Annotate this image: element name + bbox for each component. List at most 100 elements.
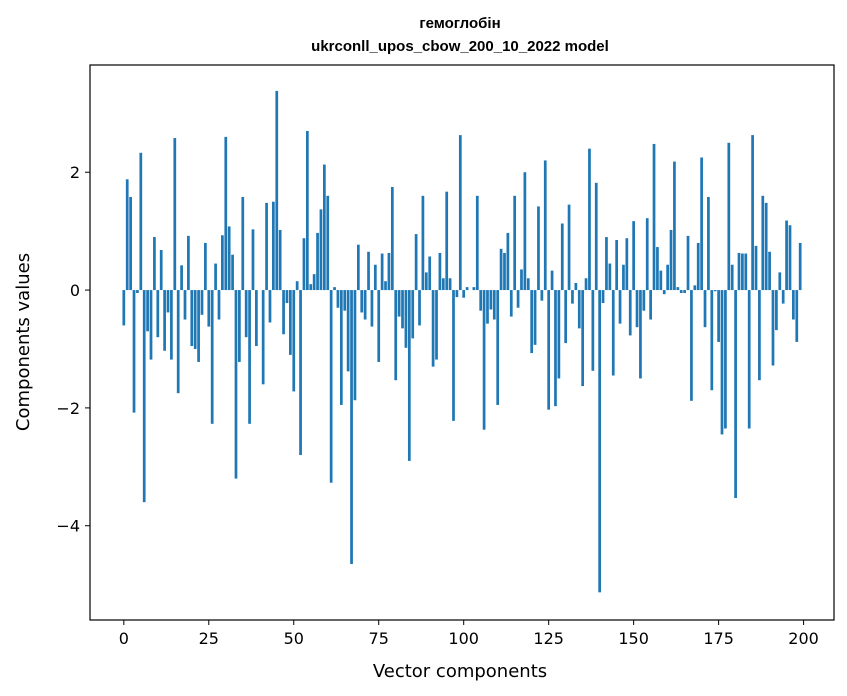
- bar: [693, 285, 697, 291]
- bar: [744, 253, 748, 291]
- bar: [132, 290, 136, 413]
- bar: [792, 290, 795, 320]
- bar: [163, 290, 166, 351]
- bar: [268, 290, 272, 323]
- bar: [707, 196, 710, 291]
- bar: [210, 290, 214, 424]
- bar: [231, 254, 234, 291]
- bar: [363, 290, 367, 320]
- x-tick-label: 100: [448, 629, 479, 648]
- bar: [418, 290, 421, 326]
- bar: [265, 202, 268, 291]
- plot-frame: [89, 64, 835, 621]
- x-axis: 0 25 50 75 100 125 150 175 200: [119, 620, 819, 648]
- bar: [424, 272, 428, 291]
- bar: [475, 195, 479, 291]
- bar: [669, 229, 673, 291]
- bar: [204, 242, 207, 291]
- bar: [241, 196, 245, 291]
- bar: [187, 235, 190, 291]
- bar: [567, 204, 571, 291]
- bar: [390, 186, 394, 291]
- bar: [322, 164, 326, 291]
- bar: [656, 247, 659, 291]
- x-tick-label: 175: [703, 629, 734, 648]
- bar: [533, 290, 537, 345]
- bar: [479, 290, 483, 311]
- bar: [734, 290, 737, 499]
- bar: [496, 290, 500, 405]
- bar: [503, 252, 506, 291]
- bar: [227, 226, 231, 291]
- bar: [255, 290, 258, 347]
- bar: [560, 223, 564, 291]
- x-tick-label: 200: [788, 629, 819, 648]
- bar: [159, 250, 163, 291]
- bar: [645, 218, 649, 291]
- bar: [377, 290, 381, 362]
- chart-subtitle: ukrconll_upos_cbow_200_10_2022 model: [311, 38, 609, 55]
- bar: [448, 278, 452, 291]
- bar: [523, 172, 527, 291]
- bar: [506, 232, 510, 291]
- bar: [346, 290, 350, 372]
- bar: [431, 290, 435, 367]
- bar: [482, 290, 486, 430]
- bar: [537, 206, 540, 291]
- bar: [394, 290, 398, 381]
- bar: [339, 290, 343, 405]
- bar: [336, 290, 340, 308]
- bar: [768, 251, 771, 291]
- bar: [662, 290, 666, 295]
- bar: [520, 269, 523, 291]
- bar: [628, 290, 632, 336]
- bar: [724, 290, 727, 429]
- bar: [771, 290, 775, 366]
- y-axis: −4 −2 0 2: [56, 163, 90, 536]
- bar: [176, 290, 180, 394]
- bar: [401, 290, 404, 329]
- x-tick-label: 0: [119, 629, 129, 648]
- bar: [649, 290, 652, 320]
- bar: [234, 290, 238, 479]
- bar: [142, 290, 146, 503]
- bar: [292, 290, 296, 392]
- bar: [261, 290, 265, 385]
- bar: [588, 148, 591, 291]
- bar: [180, 265, 183, 291]
- x-tick-label: 150: [618, 629, 649, 648]
- bar: [312, 274, 316, 291]
- bar: [795, 290, 799, 342]
- bar: [238, 290, 241, 362]
- bar: [584, 278, 588, 291]
- bar: [407, 290, 411, 461]
- bars-group: [122, 90, 802, 593]
- bar: [513, 195, 517, 291]
- bar: [207, 290, 211, 327]
- bar: [146, 290, 149, 332]
- bar: [295, 281, 299, 291]
- bar: [594, 182, 598, 291]
- y-tick-label: −4: [56, 517, 80, 536]
- bar: [305, 130, 309, 291]
- bar: [710, 290, 714, 391]
- bar: [224, 136, 228, 291]
- bar: [642, 290, 646, 311]
- bar: [547, 290, 551, 410]
- bar: [564, 290, 568, 344]
- bar: [193, 290, 197, 349]
- chart-title: гемоглобін: [419, 15, 500, 32]
- bar: [778, 272, 782, 291]
- bar: [785, 220, 788, 291]
- y-tick-label: 0: [70, 281, 80, 300]
- bar: [764, 202, 768, 291]
- bar: [353, 290, 357, 401]
- bar: [316, 232, 319, 291]
- bar: [441, 278, 445, 291]
- bar: [730, 264, 734, 291]
- bar: [380, 253, 384, 291]
- bar: [356, 244, 360, 291]
- bar: [526, 278, 530, 291]
- bar: [615, 239, 619, 291]
